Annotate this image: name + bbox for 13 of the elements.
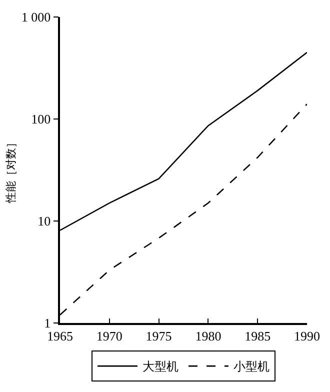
x-tick-label: 1975 <box>146 328 172 344</box>
x-tick-label: 1985 <box>244 328 271 344</box>
legend-label: 小型机 <box>234 360 270 374</box>
x-tick-label: 1990 <box>294 328 320 344</box>
y-tick-label: 1 <box>44 316 51 331</box>
y-tick-label: 1 000 <box>21 10 51 25</box>
y-tick-label: 10 <box>38 214 51 229</box>
legend-label: 大型机 <box>142 360 178 374</box>
y-axis-title: 性能［对数］ <box>4 137 18 204</box>
x-tick-label: 1970 <box>96 328 122 344</box>
y-tick-label: 100 <box>31 112 51 127</box>
x-tick-label: 1965 <box>47 328 73 344</box>
x-tick-label: 1980 <box>195 328 222 344</box>
